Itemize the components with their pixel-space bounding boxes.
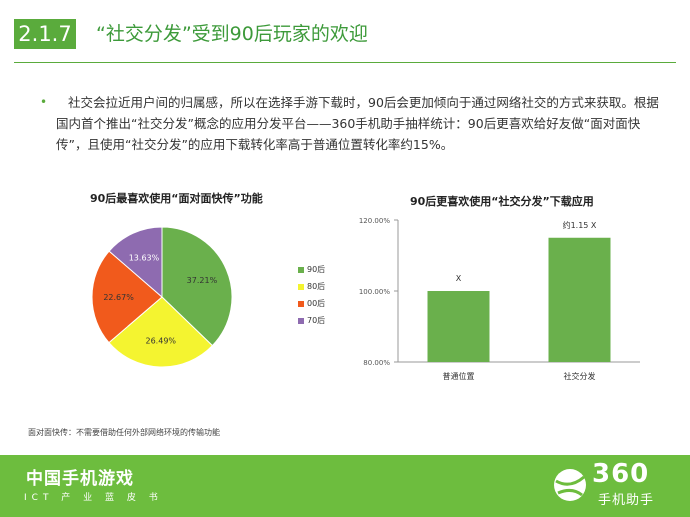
pie-chart-title: 90后最喜欢使用“面对面快传”功能 xyxy=(90,192,263,205)
legend-label-3: 70后 xyxy=(307,316,326,325)
legend-item-2: 00后 xyxy=(298,298,325,309)
pie-slice-3 xyxy=(108,226,163,299)
pie-slice-2 xyxy=(91,250,163,344)
pie-data-label-2: 22.67% xyxy=(103,293,134,302)
legend-label-0: 90后 xyxy=(307,265,326,274)
title-divider xyxy=(14,62,676,63)
bar-1 xyxy=(548,237,611,362)
legend-item-3: 70后 xyxy=(298,315,325,326)
basketball-logo-icon xyxy=(554,469,586,501)
footer-subtitle: ICT 产 业 蓝 皮 书 xyxy=(24,493,163,503)
bar-chart: 80.00% 100.00% 120.00% X 普通位置 约1.15 X 社交分发 xyxy=(359,217,640,381)
legend-label-2: 00后 xyxy=(307,299,326,308)
logo-text: 手机助手 xyxy=(598,493,655,508)
pie-slice-0 xyxy=(161,226,233,347)
section-number-badge: 2.1.7 xyxy=(14,19,76,49)
pie-data-label-0: 37.21% xyxy=(187,276,218,285)
legend-swatch-1 xyxy=(298,283,304,290)
x-tick-label-1: 社交分发 xyxy=(564,371,596,381)
y-tick-label-0: 80.00% xyxy=(363,359,390,367)
footer-title: 中国手机游戏 xyxy=(26,469,134,489)
legend-item-0: 90后 xyxy=(298,264,325,275)
pie-slice-1 xyxy=(108,296,214,368)
footnote: 面对面快传：不需要借助任何外部网络环境的传输功能 xyxy=(28,428,220,437)
bar-0 xyxy=(427,291,490,362)
bar-data-label-1: 约1.15 X xyxy=(563,220,597,230)
legend-label-1: 80后 xyxy=(307,282,326,291)
bar-chart-title: 90后更喜欢使用“社交分发”下载应用 xyxy=(410,195,594,208)
legend-item-1: 80后 xyxy=(298,281,325,292)
body-paragraph: 社交会拉近用户间的归属感，所以在选择手游下载时，90后会更加倾向于通过网络社交的… xyxy=(56,95,659,152)
pie-chart: 37.21% 26.49% 22.67% 13.63% xyxy=(91,226,233,368)
y-tick-label-1: 100.00% xyxy=(359,288,390,296)
x-tick-label-0: 普通位置 xyxy=(443,371,475,381)
slide-title: “社交分发”受到90后玩家的欢迎 xyxy=(96,23,368,45)
pie-data-label-3: 13.63% xyxy=(129,254,160,263)
bar-data-label-0: X xyxy=(456,274,462,283)
legend-swatch-2 xyxy=(298,300,304,307)
bullet-icon: • xyxy=(40,95,48,109)
y-tick-label-2: 120.00% xyxy=(359,217,390,225)
logo-number: 360 xyxy=(592,459,650,489)
pie-data-label-1: 26.49% xyxy=(146,336,177,345)
legend-swatch-3 xyxy=(298,317,304,324)
footer-bar: 中国手机游戏 ICT 产 业 蓝 皮 书 360 手机助手 xyxy=(0,455,690,517)
legend-swatch-0 xyxy=(298,266,304,273)
